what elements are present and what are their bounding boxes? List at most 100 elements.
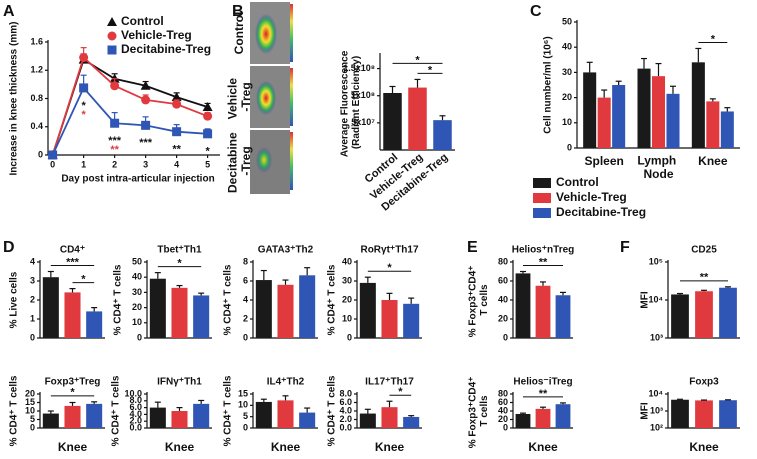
x-axis-label: Knee [689, 440, 719, 454]
y-tick-label: 10 [238, 400, 248, 410]
y-tick-label: 60 [498, 397, 508, 407]
y-axis-label: % CD4⁺ T cells [9, 375, 20, 446]
chart-title: Helios⁻iTreg [513, 377, 572, 388]
bar [637, 68, 651, 148]
bar [651, 76, 666, 148]
x-tick-label: Lymph Node [637, 154, 679, 182]
legend-marker [107, 31, 117, 41]
x-tick-label: Spleen [584, 154, 623, 168]
y-tick-label: 30 [132, 287, 142, 297]
marker [141, 120, 151, 130]
y-tick-label: 0 [30, 332, 35, 342]
y-tick-label: 40 [498, 294, 508, 304]
chart-title: RoRγt⁺Th17 [360, 245, 419, 256]
y-tick-label: 1.6 [30, 36, 43, 46]
x-tick-label: 1 [81, 159, 86, 169]
bar [42, 277, 59, 338]
series-line [51, 55, 208, 156]
signal [256, 147, 272, 173]
y-tick-label: 30 [342, 275, 352, 285]
y-tick-label: 10 [132, 317, 142, 327]
legend-marker [107, 17, 117, 26]
significance-label: * [70, 387, 75, 399]
marker [172, 99, 182, 109]
y-tick-label: 1.2 [30, 65, 43, 75]
legend-label: Control [121, 14, 164, 28]
y-tick-label: 0 [137, 332, 142, 342]
y-tick-label: 4.0 [339, 405, 352, 415]
significance-label: ** [110, 144, 119, 156]
significance-label: ** [539, 256, 548, 268]
y-axis-label: MFI [640, 291, 651, 308]
y-tick-label: 6.0 [339, 397, 352, 407]
chart-title: IFNγ⁺Th1 [157, 377, 202, 388]
y-tick-label: 20 [342, 294, 352, 304]
y-tick-label: 50 [132, 256, 142, 266]
bar [403, 303, 420, 338]
chart-title: Tbet⁺Th1 [157, 245, 202, 256]
significance-label: * [205, 146, 210, 158]
x-tick-label: 0 [50, 159, 55, 169]
significance-label: * [711, 33, 716, 45]
marker [110, 118, 120, 128]
bar [671, 399, 689, 428]
y-tick-label: 15 [238, 388, 248, 398]
y-tick-label: 10² [650, 422, 663, 432]
image-label: Decitabine -Treg [226, 129, 254, 193]
legend-marker [107, 45, 117, 55]
bar [359, 282, 376, 338]
legend-label: Control [556, 175, 599, 189]
x-axis-label: Knee [375, 440, 405, 454]
y-axis-label: % CD4⁺ T cells [223, 375, 234, 446]
bar [383, 93, 402, 150]
bar [433, 120, 452, 150]
marker [141, 95, 151, 105]
y-tick-label: 0 [503, 332, 508, 342]
bar [691, 62, 705, 148]
y-axis-label: Increase in knee thickness (mm) [9, 22, 20, 176]
y-tick-label: 1x10⁸ [351, 90, 375, 100]
bar [193, 295, 210, 338]
bar [671, 294, 689, 338]
bar [381, 300, 398, 338]
significance-label: * [428, 64, 433, 76]
y-axis-label: % Foxp3⁺CD4⁺ T cells [467, 374, 490, 448]
series-line [51, 86, 208, 156]
signal [256, 81, 276, 115]
image-label: Control [232, 12, 246, 55]
chart-title: Helios⁺nTreg [512, 245, 575, 256]
bar [149, 278, 166, 338]
x-tick-label: 4 [174, 159, 179, 169]
y-tick-label: 8.0 [129, 395, 142, 405]
chart-title: CD4⁺ [60, 245, 85, 256]
marker [79, 83, 89, 93]
y-tick-label: 10⁵ [649, 256, 663, 266]
y-axis-label: MFI [640, 402, 651, 419]
y-tick-label: 2.0 [129, 416, 142, 426]
y-tick-label: 0 [503, 422, 508, 432]
bar [555, 404, 571, 428]
bar [695, 291, 713, 338]
significance-label: ** [700, 272, 709, 284]
legend-swatch [533, 208, 551, 218]
y-tick-label: 4 [243, 294, 248, 304]
y-tick-label: 1.5x10⁸ [343, 63, 375, 73]
legend-label: Vehicle-Treg [121, 28, 192, 42]
y-tick-label: 20 [25, 388, 35, 398]
bar [171, 411, 188, 428]
marker [110, 81, 120, 91]
bar [535, 408, 551, 428]
y-tick-label: 40 [132, 272, 142, 282]
y-tick-label: 10 [562, 117, 572, 127]
y-tick-label: 6 [243, 275, 248, 285]
significance-label: * [81, 274, 86, 286]
legend-label: Decitabine-Treg [121, 42, 211, 56]
chart-title: Foxp3 [689, 377, 719, 388]
bar [706, 101, 720, 148]
panel-label: E [467, 239, 478, 256]
marker [172, 127, 182, 137]
marker [202, 101, 213, 111]
x-axis-label: Knee [165, 440, 195, 454]
significance-label: ** [539, 388, 548, 400]
y-tick-label: 2.0 [339, 414, 352, 424]
